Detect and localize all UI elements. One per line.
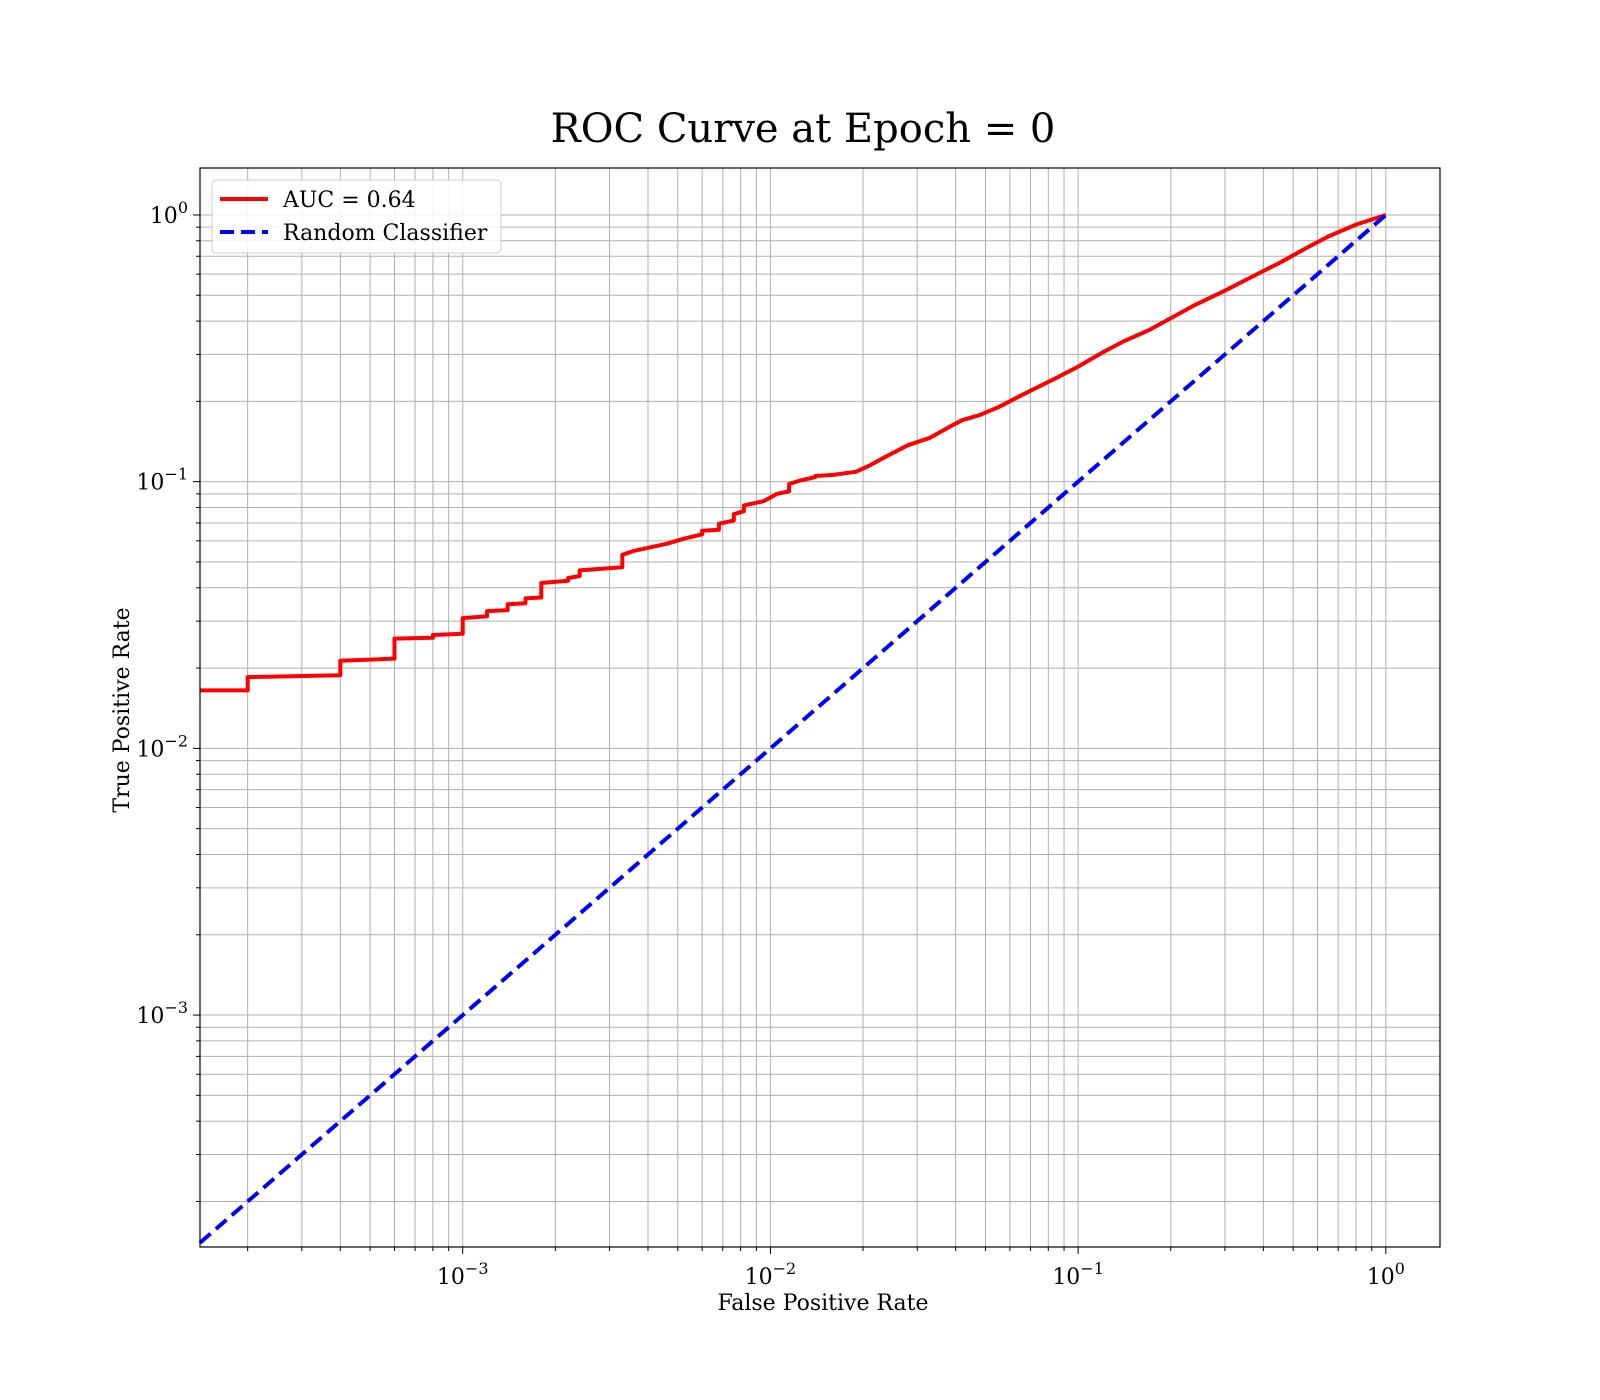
x-tick-label: 10−1 — [1052, 1259, 1104, 1290]
tick-layer: 10−3 10−2 10−1 100 10−3 10−2 10−1 100 — [136, 198, 1405, 1290]
y-tick-label: 100 — [150, 198, 188, 229]
plot-frame — [199, 167, 1441, 1248]
x-tick-label: 10−2 — [745, 1259, 797, 1290]
roc-curve-line — [200, 213, 1387, 693]
series-layer — [198, 213, 1388, 1245]
x-tick-label: 100 — [1367, 1259, 1405, 1290]
grid-layer — [193, 168, 1440, 1254]
legend-label-roc: AUC = 0.64 — [282, 188, 416, 213]
legend: AUC = 0.64 Random Classifier — [211, 179, 502, 254]
y-tick-label: 10−1 — [136, 465, 188, 496]
x-axis-label: False Positive Rate — [717, 1291, 928, 1316]
chart-title: ROC Curve at Epoch = 0 — [551, 106, 1056, 152]
y-tick-label: 10−3 — [136, 998, 188, 1029]
y-tick-label: 10−2 — [136, 731, 188, 762]
legend-label-random: Random Classifier — [283, 221, 488, 246]
random-classifier-line — [198, 213, 1388, 1245]
legend-box — [211, 179, 502, 254]
x-tick-label: 10−3 — [437, 1259, 489, 1290]
y-axis-label: True Positive Rate — [110, 607, 135, 812]
